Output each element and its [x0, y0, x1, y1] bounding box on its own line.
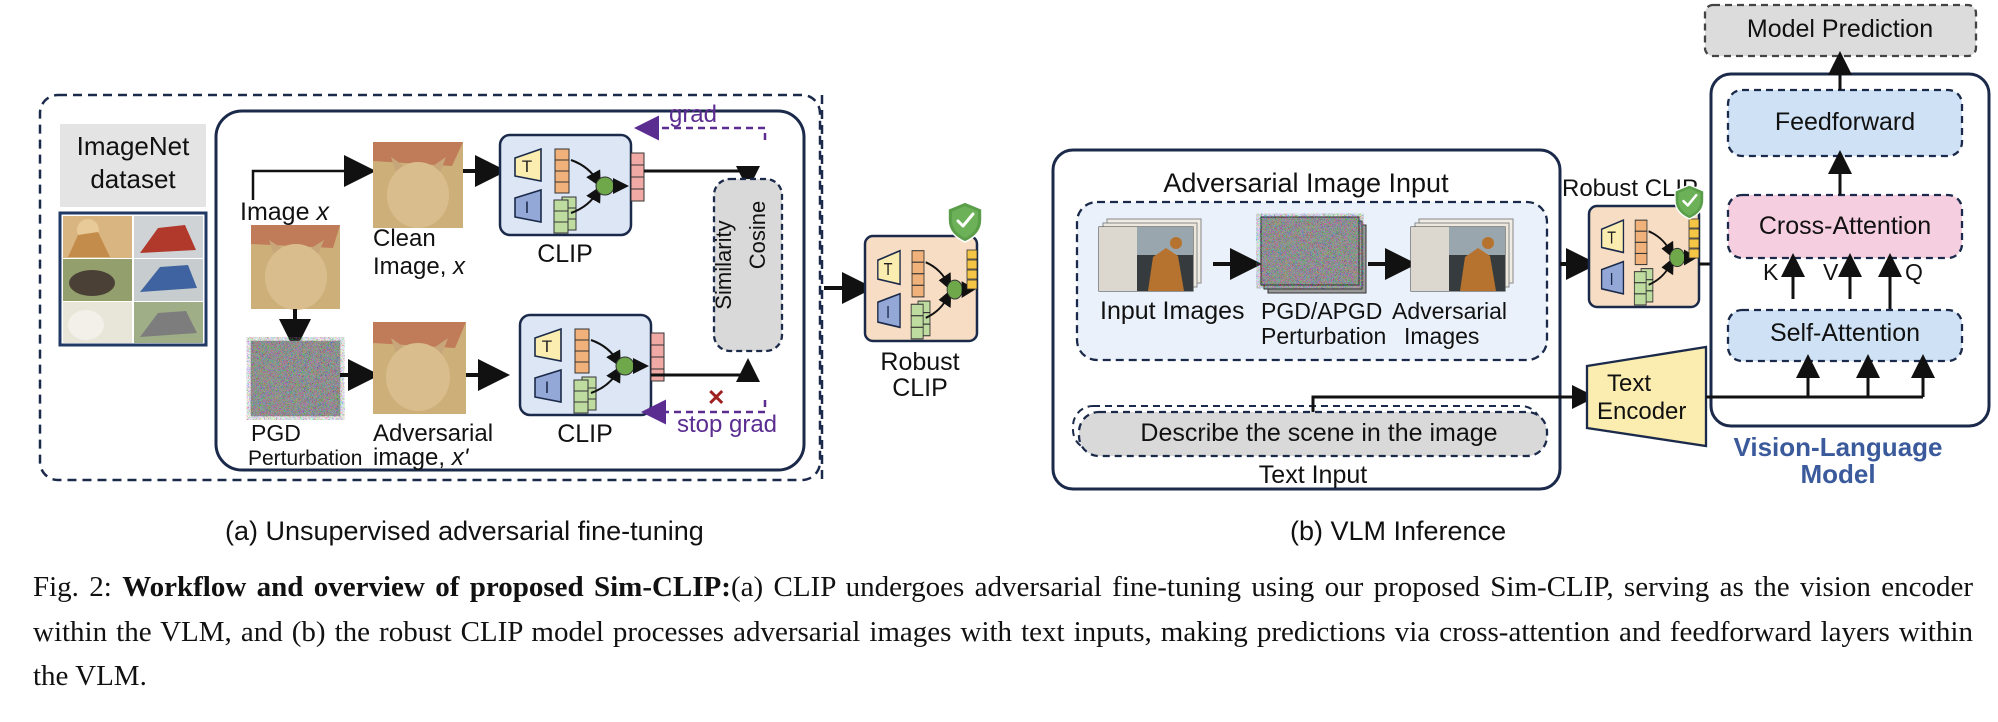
svg-text:image, x': image, x' — [373, 444, 470, 471]
svg-text:dataset: dataset — [90, 164, 176, 194]
svg-text:Input Images: Input Images — [1100, 297, 1245, 325]
svg-text:Encoder: Encoder — [1597, 398, 1686, 425]
svg-text:PGD/APGD: PGD/APGD — [1261, 298, 1382, 324]
svg-text:Vision-Language: Vision-Language — [1734, 432, 1943, 462]
svg-text:stop grad: stop grad — [677, 411, 777, 438]
svg-text:K: K — [1763, 259, 1779, 285]
svg-text:Clean: Clean — [373, 225, 436, 252]
svg-text:Adversarial: Adversarial — [373, 420, 493, 447]
svg-text:Adversarial Image Input: Adversarial Image Input — [1163, 168, 1449, 198]
svg-text:Image x: Image x — [240, 198, 330, 226]
svg-text:Images: Images — [1404, 323, 1479, 349]
svg-text:(b) VLM Inference: (b) VLM Inference — [1290, 516, 1506, 546]
svg-text:ImageNet: ImageNet — [77, 131, 190, 161]
svg-text:(a) Unsupervised adversarial f: (a) Unsupervised adversarial fine-tuning — [225, 516, 704, 546]
svg-text:Describe the scene in the imag: Describe the scene in the image — [1140, 419, 1497, 447]
svg-text:Model Prediction: Model Prediction — [1747, 15, 1933, 43]
svg-text:Cosine: Cosine — [745, 201, 770, 269]
svg-text:V: V — [1823, 259, 1839, 285]
svg-text:Adversarial: Adversarial — [1392, 298, 1507, 324]
svg-text:Perturbation: Perturbation — [248, 447, 362, 470]
svg-text:CLIP: CLIP — [537, 240, 593, 268]
svg-text:✕: ✕ — [707, 385, 725, 410]
svg-text:PGD: PGD — [251, 420, 301, 446]
svg-text:Cross-Attention: Cross-Attention — [1759, 212, 1931, 240]
svg-text:Image, x: Image, x — [373, 253, 466, 280]
svg-text:Similarity: Similarity — [711, 220, 736, 309]
svg-text:Text Input: Text Input — [1259, 461, 1367, 489]
svg-text:Self-Attention: Self-Attention — [1770, 319, 1920, 347]
svg-text:CLIP: CLIP — [892, 374, 948, 402]
svg-text:Model: Model — [1800, 459, 1875, 489]
svg-text:Robust: Robust — [880, 348, 959, 376]
svg-text:CLIP: CLIP — [557, 420, 613, 448]
svg-text:Perturbation: Perturbation — [1261, 323, 1386, 349]
svg-text:Feedforward: Feedforward — [1775, 108, 1915, 136]
svg-text:Text: Text — [1607, 370, 1651, 397]
svg-text:grad: grad — [669, 101, 717, 128]
svg-text:Q: Q — [1905, 259, 1923, 285]
